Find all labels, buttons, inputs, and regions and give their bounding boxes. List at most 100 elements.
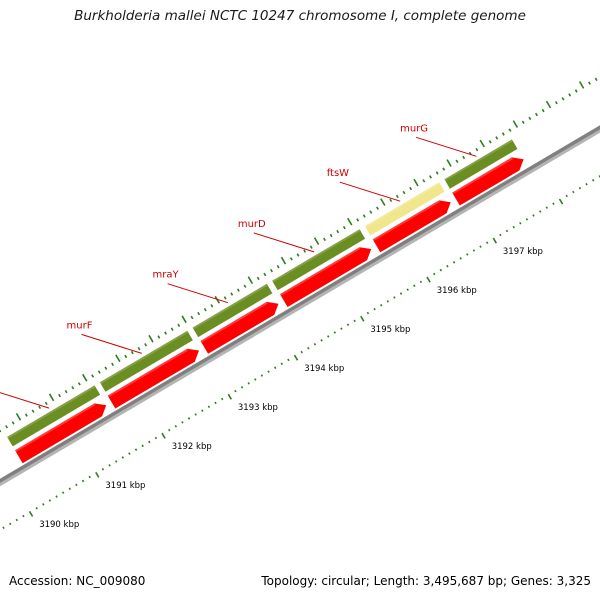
scale-tick (512, 225, 515, 229)
upper-tick (137, 347, 141, 351)
upper-tick (574, 89, 578, 93)
scale-tick (55, 495, 58, 498)
upper-tick (435, 171, 439, 175)
upper-tick (82, 373, 88, 382)
kbp-label: 3193 kbp (238, 403, 278, 413)
upper-tick (44, 401, 48, 406)
gene-bar-mraY (192, 283, 273, 338)
gene-leader-murF (81, 333, 142, 354)
upper-tick (501, 132, 505, 136)
cds-arrow-ftsW (372, 200, 451, 253)
cds-sheen-ftsW (372, 200, 440, 242)
upper-tick (130, 350, 134, 355)
scale-tick (545, 206, 548, 209)
upper-tick (446, 159, 452, 167)
backbone-layer (0, 125, 600, 487)
scale-tick (108, 464, 111, 467)
scale-tick (42, 503, 45, 506)
upper-tick (48, 393, 55, 402)
scale-tick (62, 491, 65, 494)
upper-tick (545, 100, 552, 109)
scale-tick (320, 339, 323, 342)
upper-tick (508, 128, 512, 132)
scale-tick (168, 428, 171, 432)
scale-tick (479, 245, 482, 248)
gene-bar-ftsW (364, 182, 445, 236)
upper-tick (309, 245, 313, 249)
cds-sheen-murG (452, 157, 513, 195)
upper-tick (223, 296, 227, 300)
gene-bar-layer (7, 139, 518, 447)
cds-arrow-mraY (200, 301, 279, 354)
scale-tick (101, 467, 105, 471)
upper-tick (462, 155, 466, 160)
scale-tick (128, 452, 131, 455)
scale-tick (340, 327, 343, 330)
upper-tick (97, 370, 101, 374)
cds-arrow-murG (452, 157, 524, 206)
scale-tick (492, 237, 497, 244)
gene-bar-sheen-murD (272, 229, 361, 283)
scale-tick (313, 342, 317, 346)
upper-tick (594, 77, 598, 81)
scale-tick (260, 374, 264, 377)
upper-tick (329, 233, 333, 238)
gene-leader-ftsW (339, 181, 401, 202)
upper-tick (15, 412, 22, 421)
upper-tick (588, 81, 591, 85)
kbp-label: 3192 kbp (172, 442, 212, 452)
kbp-label: 3191 kbp (105, 481, 145, 491)
upper-tick (104, 366, 108, 370)
scale-tick (380, 303, 383, 307)
upper-tick (429, 175, 432, 179)
gene-label-mraY: mraY (153, 270, 180, 281)
scale-tick (307, 346, 310, 350)
scale-tick (565, 194, 568, 198)
scale-tick (81, 479, 85, 483)
scale-tick (399, 292, 403, 295)
scale-tick (532, 214, 535, 217)
scale-tick (194, 413, 197, 416)
gene-leader-murE (0, 392, 50, 409)
scale-tick (35, 506, 38, 510)
upper-tick (528, 116, 532, 121)
scale-tick (572, 190, 575, 194)
gene-leader-mraY (167, 283, 229, 304)
gene-label-murF: murF (67, 320, 93, 331)
scale-tick (274, 366, 277, 369)
upper-tick (170, 327, 174, 331)
scale-tick (161, 432, 166, 439)
upper-tick (479, 139, 485, 148)
upper-tick (71, 386, 75, 390)
gene-label-murG: murG (400, 123, 428, 134)
cds-arrow-murF (107, 348, 199, 409)
upper-tick (389, 198, 393, 203)
upper-tick (247, 276, 254, 285)
scale-tick (333, 331, 336, 334)
scale-tick (280, 362, 283, 366)
gene-bar-sheen-murF (99, 330, 189, 384)
scale-tick (207, 405, 211, 409)
scale-tick (68, 487, 71, 491)
scale-tick (413, 284, 416, 288)
upper-tick (77, 382, 81, 386)
upper-tick (148, 334, 154, 343)
upper-tick (313, 237, 320, 246)
scale-tick (134, 448, 138, 452)
scale-tick (254, 378, 257, 381)
upper-tick (230, 292, 234, 296)
scale-tick (433, 272, 436, 276)
upper-tick (362, 214, 366, 218)
upper-tick (395, 194, 399, 199)
scale-tick (187, 417, 191, 420)
scale-tick (154, 436, 158, 440)
scale-tick (539, 210, 542, 213)
genome-summary-text: Topology: circular; Length: 3,495,687 bp… (261, 574, 591, 588)
scale-tick (247, 382, 250, 385)
scale-tick (141, 444, 144, 448)
gene-leader-murD (253, 232, 315, 253)
upper-tick (495, 136, 499, 140)
scale-tick (373, 307, 376, 311)
